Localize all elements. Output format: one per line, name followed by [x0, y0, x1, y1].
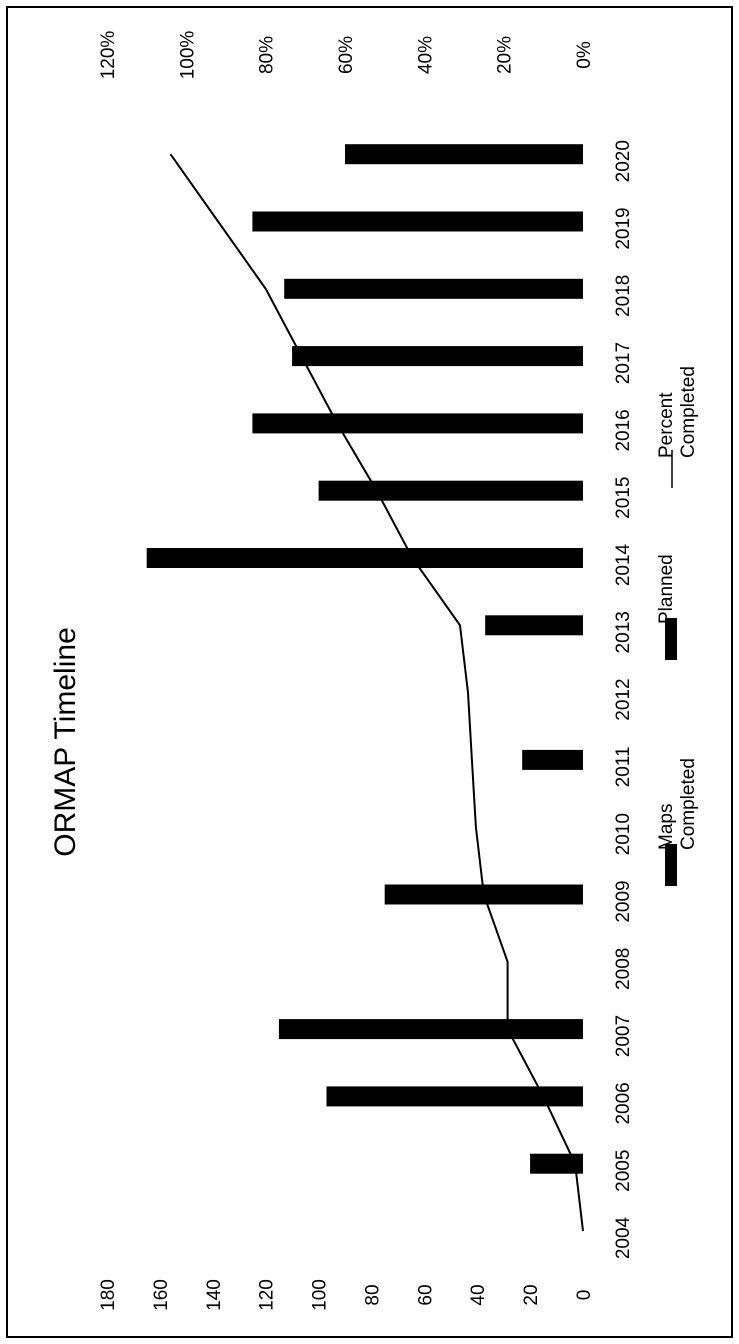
category-label-2008: 2008 [613, 948, 634, 990]
secondary-tick-120pct: 120% [98, 31, 119, 80]
bar-planned-2014 [146, 548, 583, 568]
primary-tick-160: 160 [151, 1279, 172, 1311]
category-label-2010: 2010 [613, 813, 634, 855]
category-label-2020: 2020 [613, 140, 634, 182]
category-label-2017: 2017 [613, 342, 634, 384]
category-label-2012: 2012 [613, 678, 634, 720]
primary-tick-0: 0 [574, 1290, 595, 1301]
primary-tick-140: 140 [204, 1279, 225, 1311]
bar-maps-completed-2006 [326, 1086, 583, 1107]
primary-tick-180: 180 [98, 1279, 119, 1311]
primary-tick-120: 120 [257, 1279, 278, 1311]
legend-marker-planned [665, 618, 677, 660]
bar-planned-2016 [252, 413, 583, 434]
chart-title-group: ORMAP Timeline [49, 627, 82, 857]
secondary-tick-40pct: 40% [415, 36, 436, 74]
bar-planned-2019 [252, 211, 583, 232]
bar-planned-2017 [292, 346, 583, 367]
primary-tick-20: 20 [521, 1284, 542, 1305]
legend-label-2-1: Completed [678, 366, 699, 458]
primary-tick-80: 80 [362, 1284, 383, 1305]
bar-maps-completed-2005 [530, 1153, 583, 1174]
category-label-2011: 2011 [613, 746, 634, 787]
category-label-2013: 2013 [613, 611, 634, 653]
plot-area [146, 144, 584, 1232]
legend-marker-maps-completed [665, 844, 677, 886]
secondary-tick-80pct: 80% [257, 36, 278, 74]
bar-planned-2013 [485, 615, 583, 636]
secondary-tick-20pct: 20% [495, 36, 516, 74]
legend-label-1-0: Planned [656, 554, 677, 624]
category-label-2015: 2015 [613, 477, 634, 519]
primary-tick-100: 100 [310, 1279, 331, 1311]
secondary-tick-0pct: 0% [574, 41, 595, 69]
line-percent-completed [169, 153, 584, 1232]
category-label-2007: 2007 [613, 1015, 634, 1057]
category-label-2016: 2016 [613, 409, 634, 451]
bar-planned-2011 [522, 749, 583, 770]
category-label-2009: 2009 [613, 880, 634, 922]
category-label-2018: 2018 [613, 275, 634, 317]
bar-planned-2018 [284, 278, 583, 299]
legend-label-2-0: Percent [656, 392, 677, 458]
bar-maps-completed-2007 [278, 1019, 583, 1040]
category-label-2006: 2006 [613, 1082, 634, 1124]
primary-tick-60: 60 [415, 1284, 436, 1305]
bar-planned-2020 [345, 144, 583, 165]
secondary-tick-60pct: 60% [336, 36, 357, 74]
category-label-2005: 2005 [613, 1150, 634, 1192]
category-label-2004: 2004 [613, 1216, 634, 1259]
category-label-2014: 2014 [613, 543, 634, 586]
chart-title: ORMAP Timeline [49, 627, 82, 857]
secondary-tick-100pct: 100% [177, 31, 198, 80]
legend-label-0-0: Maps [656, 804, 677, 850]
bar-planned-2015 [318, 480, 583, 501]
legend-label-0-1: Completed [678, 758, 699, 850]
category-label-2019: 2019 [613, 207, 634, 249]
primary-tick-40: 40 [468, 1284, 489, 1305]
axes: 2004 2005 2006 2007 2008 2009 2010 2011 2012 2013… [98, 31, 634, 1311]
